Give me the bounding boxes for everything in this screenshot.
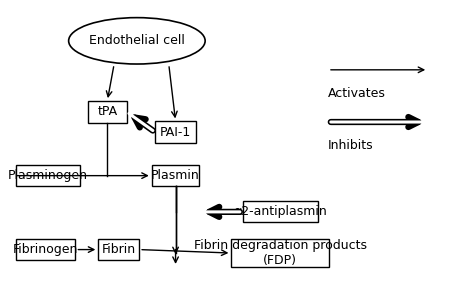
- Text: Plasminogen: Plasminogen: [8, 169, 88, 182]
- FancyBboxPatch shape: [231, 239, 329, 267]
- FancyBboxPatch shape: [88, 101, 127, 123]
- Text: Plasmin: Plasmin: [151, 169, 200, 182]
- Ellipse shape: [69, 18, 205, 64]
- FancyBboxPatch shape: [243, 201, 318, 222]
- FancyBboxPatch shape: [152, 165, 200, 186]
- FancyBboxPatch shape: [98, 239, 139, 260]
- Text: α2-antiplasmin: α2-antiplasmin: [233, 205, 327, 218]
- Text: Activates: Activates: [328, 86, 386, 100]
- Text: Fibrin degradation products
(FDP): Fibrin degradation products (FDP): [194, 239, 367, 267]
- Text: Fibrinogen: Fibrinogen: [13, 243, 79, 256]
- Text: Endothelial cell: Endothelial cell: [89, 34, 185, 47]
- Text: Inhibits: Inhibits: [328, 139, 374, 152]
- Text: PAI-1: PAI-1: [160, 126, 191, 139]
- FancyBboxPatch shape: [16, 165, 80, 186]
- Text: tPA: tPA: [97, 105, 118, 118]
- Text: Fibrin: Fibrin: [101, 243, 136, 256]
- FancyBboxPatch shape: [16, 239, 75, 260]
- FancyBboxPatch shape: [155, 121, 196, 143]
